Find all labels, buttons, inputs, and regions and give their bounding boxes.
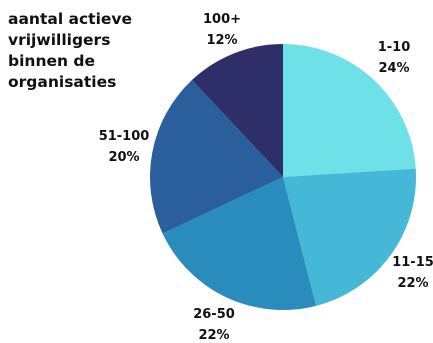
slice-label: 26-50 (193, 307, 235, 322)
slice-label: 1-10 (378, 40, 411, 55)
slice-labels: 1-10 24% 11-15 22% 26-50 22% 51-100 20% 100+ 12% (99, 12, 433, 343)
chart-title: aantal actieve vrijwilligers binnen de o… (8, 10, 133, 91)
pie-slice-51-100 (150, 80, 283, 234)
pie-slice-11-15 (283, 168, 417, 306)
slice-percent-label: 20% (108, 150, 139, 165)
slice-percent-label: 24% (378, 61, 409, 76)
pie-slice-1-10 (283, 44, 416, 177)
slice-percent-label: 22% (397, 276, 428, 291)
slice-percent-label: 12% (206, 33, 237, 48)
slice-label: 51-100 (99, 129, 150, 144)
pie-slices (150, 44, 417, 310)
slice-percent-label: 22% (198, 328, 229, 343)
pie-slice-100plus (191, 44, 283, 177)
pie-slice-26-50 (162, 177, 317, 310)
slice-label: 11-15 (392, 255, 433, 270)
slice-label: 100+ (203, 12, 241, 27)
